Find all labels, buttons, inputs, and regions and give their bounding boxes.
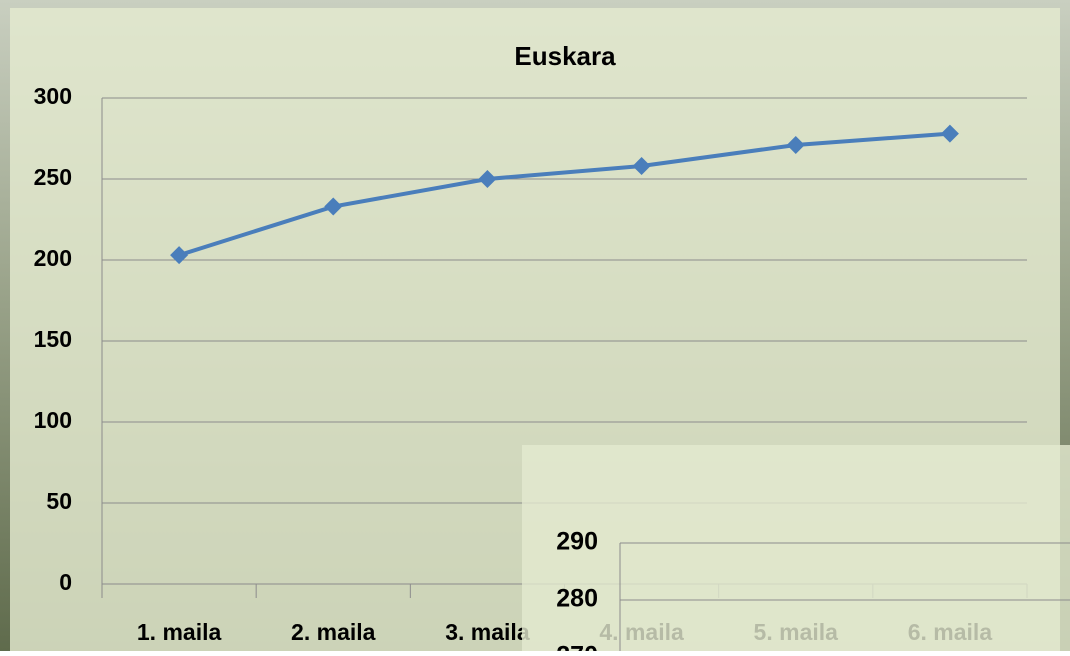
chart-title: Euskara [514, 41, 616, 71]
y-tick-label: 150 [34, 326, 72, 352]
y-tick-label: 200 [34, 245, 72, 271]
y-tick-label: 300 [34, 83, 72, 109]
y-tick-label: 250 [34, 164, 72, 190]
x-tick-label: 2. maila [291, 619, 376, 645]
y-tick-label: 0 [59, 569, 72, 595]
marker [170, 246, 189, 265]
inset-panel [522, 445, 1070, 651]
y-tick-label: 270 [556, 642, 598, 651]
y-tick-label: 100 [34, 407, 72, 433]
x-tick-label: 1. maila [137, 619, 222, 645]
y-tick-label: 50 [46, 488, 72, 514]
y-tick-label: 280 [556, 585, 598, 613]
line [178, 131, 951, 258]
x-tick-label: 3. maila [445, 619, 530, 645]
marker [632, 157, 651, 176]
inset-chart: 270 280 290 [556, 528, 1070, 651]
marker [786, 135, 805, 154]
marker [478, 170, 497, 188]
marker [324, 197, 343, 216]
y-tick-label: 290 [556, 528, 598, 556]
marker [940, 124, 959, 143]
